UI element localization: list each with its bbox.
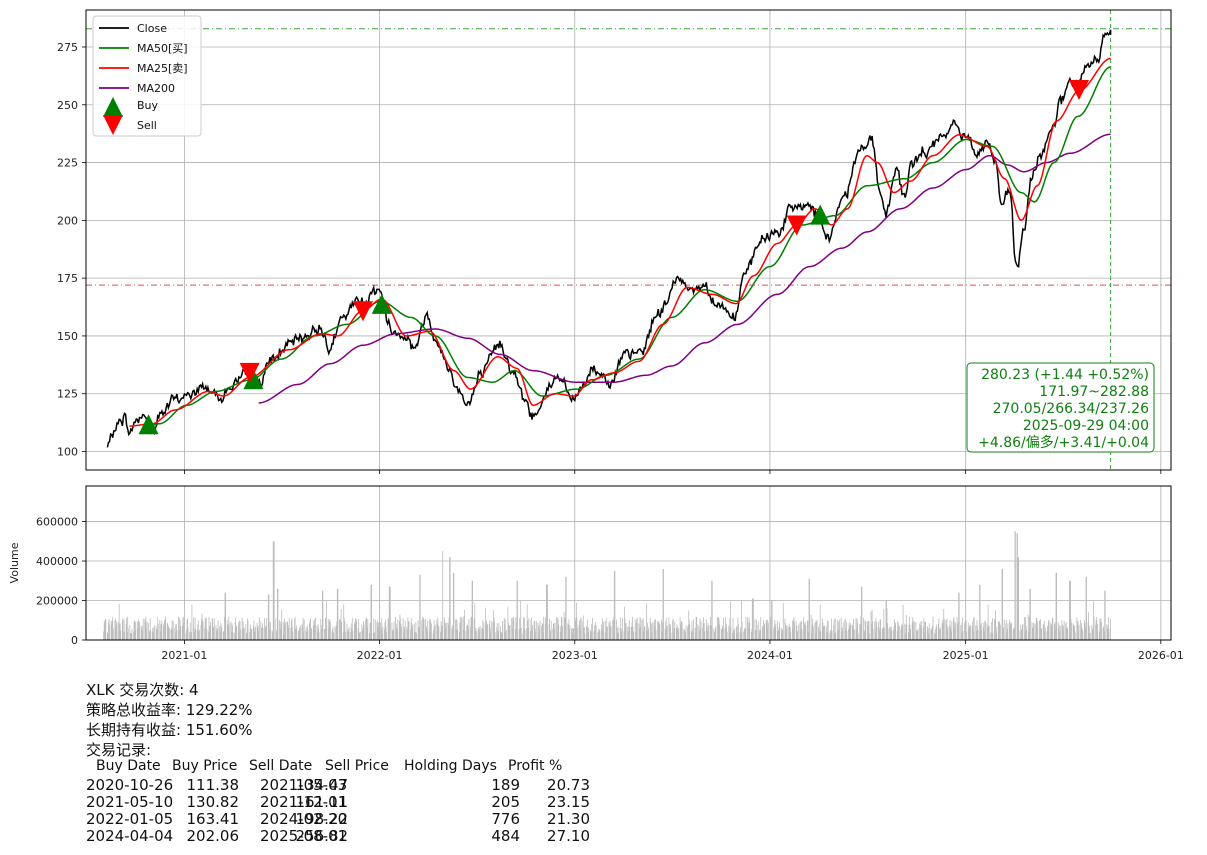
- header-profit: Profit %: [508, 758, 563, 774]
- trade-cell: 21.30: [547, 810, 590, 828]
- x-tick-label: 2024-01: [747, 649, 793, 662]
- trade-cell: 2021-05-03: [260, 776, 348, 794]
- legend-label: MA200: [137, 82, 175, 95]
- price-y-tick-label: 100: [57, 446, 78, 459]
- trade-cell: 163.41: [186, 810, 240, 828]
- header-buy-price: Buy Price: [172, 758, 238, 774]
- volume-panel: 2021-01 2022-01 2023-01 2024-01 2025-01 2026-…: [8, 485, 1184, 662]
- trade-cell: 111.38: [186, 776, 240, 794]
- trade-cell: 20.73: [547, 776, 590, 794]
- legend-label: Sell: [137, 119, 157, 132]
- legend-box: [92, 15, 202, 137]
- x-tick-label: 2023-01: [552, 649, 598, 662]
- price-y-tick-label: 250: [57, 99, 78, 112]
- x-tick-label: 2022-01: [357, 649, 403, 662]
- trade-cell: 134.47: [295, 776, 349, 794]
- buy-marker: [371, 293, 392, 314]
- trade-cell: 776: [491, 810, 520, 828]
- figure: 100 125 150 175 200 225 250 275 Close MA50[买] MA25…: [8, 9, 1184, 662]
- trade-cell: 484: [491, 827, 520, 845]
- volume-axis-label: Volume: [8, 542, 21, 583]
- price-frame: [85, 9, 1172, 471]
- legend-buy-icon: [103, 97, 123, 117]
- close-line: [106, 29, 1112, 448]
- ma50-line: [142, 66, 1111, 430]
- header-sell-date: Sell Date: [249, 758, 313, 774]
- ma200-line: [258, 133, 1111, 404]
- trade-cell: 2021-05-10: [86, 793, 174, 811]
- trade-records-title: 交易记录:: [86, 741, 152, 759]
- annotation-line: 171.97~282.88: [1039, 384, 1149, 400]
- volume-frame: [85, 485, 1172, 641]
- volume-y-tick-label: 400000: [36, 555, 78, 568]
- annotation-line: 280.23 (+1.44 +0.52%): [981, 367, 1149, 383]
- trade-cell: 202.06: [186, 827, 240, 845]
- info-annotation: 280.23 (+1.44 +0.52%)171.97~282.88270.05…: [966, 362, 1155, 453]
- price-y-tick-label: 275: [57, 41, 78, 54]
- price-y-tick-label: 125: [57, 388, 78, 401]
- sell-marker: [1069, 80, 1090, 101]
- trade-cell: 2024-02-20: [260, 810, 348, 828]
- header-buy-date: Buy Date: [96, 758, 161, 774]
- price-y-tick-label: 225: [57, 157, 78, 170]
- annotation-line: 270.05/266.34/237.26: [993, 401, 1149, 417]
- ma25-line: [129, 57, 1111, 427]
- price-panel: 100 125 150 175 200 225 250 275 Close MA50[买] MA25…: [57, 9, 1172, 474]
- trade-cell: 2021-12-01: [260, 793, 348, 811]
- buy-marker: [138, 414, 159, 435]
- legend: Close MA50[买] MA25[卖] MA200 Buy Sell: [92, 15, 202, 137]
- trade-cell: 27.10: [547, 827, 590, 845]
- sell-marker: [239, 362, 260, 383]
- buy-hold-return: 长期持有收益: 151.60%: [86, 721, 253, 739]
- buy-marker: [810, 204, 831, 225]
- strategy-return: 策略总收益率: 129.22%: [86, 701, 253, 719]
- price-y-tick-label: 200: [57, 214, 78, 227]
- legend-label: Close: [137, 22, 167, 35]
- legend-label: MA25[卖]: [137, 62, 188, 75]
- trade-cell: 198.22: [295, 810, 349, 828]
- legend-label: Buy: [137, 99, 159, 112]
- volume-y-tick-label: 0: [71, 634, 78, 647]
- trade-cell: 130.82: [186, 793, 240, 811]
- summary-block: XLK 交易次数: 4 策略总收益率: 129.22% 长期持有收益: 151.…: [86, 680, 253, 760]
- header-sell-price: Sell Price: [325, 758, 389, 774]
- trade-cell: 189: [491, 776, 520, 794]
- annotation-line: 2025-09-29 04:00: [1023, 418, 1149, 434]
- x-tick-label: 2021-01: [161, 649, 207, 662]
- trade-cell: 2025-08-01: [260, 827, 348, 845]
- x-tick-label: 2025-01: [943, 649, 989, 662]
- header-holding-days: Holding Days: [404, 758, 497, 774]
- trade-cell: 256.82: [295, 827, 349, 845]
- volume-y-tick-label: 600000: [36, 516, 78, 529]
- x-tick-label: 2026-01: [1138, 649, 1184, 662]
- volume-y-tick-label: 200000: [36, 595, 78, 608]
- price-y-tick-label: 175: [57, 272, 78, 285]
- legend-label: MA50[买]: [137, 42, 188, 55]
- trade-cell: 2020-10-26: [86, 776, 174, 794]
- trade-cell: 23.15: [547, 793, 590, 811]
- trade-cell: 2024-04-04: [86, 827, 174, 845]
- buy-marker: [243, 369, 264, 390]
- sell-marker: [786, 215, 807, 236]
- sell-marker: [352, 301, 373, 322]
- trade-count: XLK 交易次数: 4: [86, 681, 199, 699]
- price-y-tick-label: 150: [57, 330, 78, 343]
- annotation-line: +4.86/偏多/+3.41/+0.04: [978, 434, 1149, 451]
- volume-bars: [103, 531, 1111, 640]
- annotation-box: [966, 362, 1155, 453]
- trade-cell: 2022-01-05: [86, 810, 174, 828]
- trade-cell: 205: [491, 793, 520, 811]
- trade-cell: 161.11: [295, 793, 349, 811]
- legend-sell-icon: [103, 115, 123, 135]
